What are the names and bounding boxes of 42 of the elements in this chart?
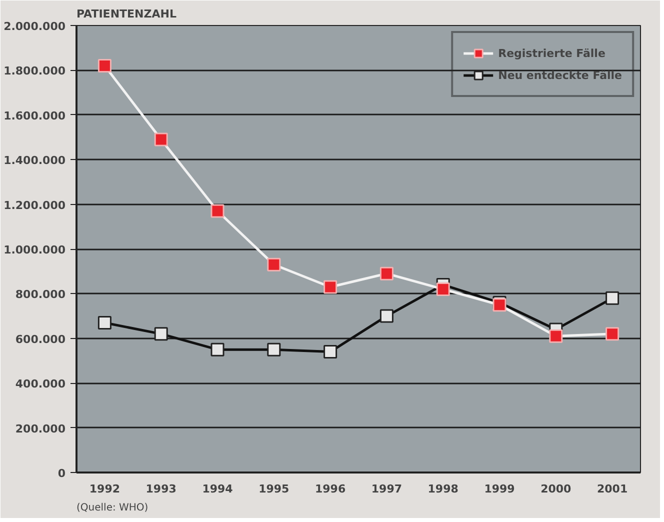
x-tick-label: 1997 xyxy=(371,482,402,496)
y-tick-label: 600.000 xyxy=(15,332,66,346)
y-axis-title: PATIENTENZAHL xyxy=(76,8,176,20)
x-tick-label: 1998 xyxy=(428,482,458,496)
y-tick-label: 1.600.000 xyxy=(4,109,66,122)
point xyxy=(154,132,168,146)
point xyxy=(380,309,394,323)
y-tick-label: 1.000.000 xyxy=(4,244,66,256)
y-tick-label: 200.000 xyxy=(15,422,66,436)
text: (Quelle: WHO) xyxy=(76,502,148,514)
y-tick-label: 0 xyxy=(58,467,66,480)
point xyxy=(210,342,224,356)
legend-label: Registrierte Fälle xyxy=(498,46,606,60)
x-tick-label: 1996 xyxy=(314,482,346,496)
x-tick-label: 1999 xyxy=(484,482,515,496)
point xyxy=(267,258,281,272)
point xyxy=(606,327,620,341)
point xyxy=(210,204,224,218)
x-tick-label: 2000 xyxy=(540,482,572,496)
point xyxy=(380,266,394,280)
point xyxy=(606,291,620,305)
y-tick-label: 1.200.000 xyxy=(4,198,66,212)
point xyxy=(324,280,338,294)
x-tick-label: 1992 xyxy=(89,482,120,496)
y-tick-label: 400.000 xyxy=(15,378,66,391)
x-tick-label: 1994 xyxy=(202,482,234,496)
y-tick-label: 2.000.000 xyxy=(4,20,66,33)
y-tick-label: 1.800.000 xyxy=(4,64,66,78)
legend-label: Neu entdeckte Fälle xyxy=(498,68,622,82)
point xyxy=(549,329,563,343)
point xyxy=(267,342,281,356)
point xyxy=(98,316,112,330)
point xyxy=(324,345,338,359)
point xyxy=(436,282,450,296)
y-tick-label: 1.400.000 xyxy=(4,154,66,168)
point xyxy=(154,327,168,341)
point xyxy=(492,298,506,312)
x-tick-label: 1995 xyxy=(258,482,290,496)
x-tick-label: 2001 xyxy=(596,482,628,496)
x-tick-label: 1993 xyxy=(146,482,176,496)
point xyxy=(98,58,112,72)
y-tick-label: 800.000 xyxy=(15,288,66,302)
